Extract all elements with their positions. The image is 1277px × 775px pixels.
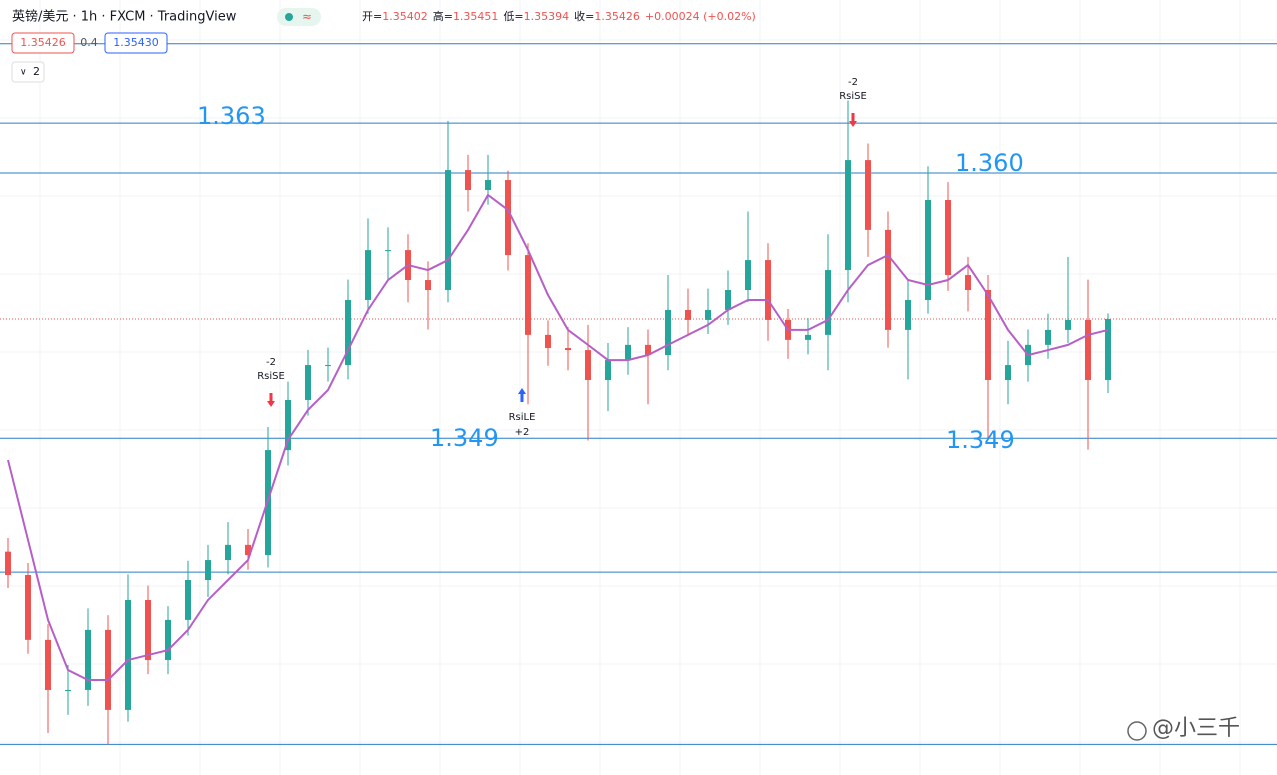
candle-body — [485, 180, 491, 191]
symbol-title: 英镑/美元 · 1h · FXCM · TradingView — [12, 9, 237, 25]
quote-label: 低= — [503, 10, 523, 23]
candle-body — [145, 599, 151, 661]
candle-body — [345, 299, 351, 366]
candle-body — [1085, 319, 1091, 381]
candle-body — [985, 290, 991, 381]
quote: 开= 1.35402 高= 1.35451 低= 1.35394 收= 1.35426 +0.0… — [362, 9, 756, 23]
moving-average — [7, 193, 1109, 681]
candle-body — [65, 689, 71, 691]
ask-tag[interactable] — [104, 32, 168, 54]
signal-qty: -2 — [266, 357, 276, 368]
quote-label: 高= — [433, 9, 453, 23]
signal-qty: -2 — [848, 77, 858, 88]
bid-price: 1.35426 — [20, 36, 66, 49]
chevron: ∨ — [20, 68, 27, 78]
signal-arrow — [518, 388, 526, 402]
candle-body — [185, 580, 191, 620]
candle-body — [445, 170, 451, 291]
quote-value: 1.35394 — [524, 10, 570, 23]
candle-body — [125, 599, 131, 710]
candle-body — [1045, 329, 1051, 345]
candle-body — [845, 160, 851, 271]
candle-body — [305, 365, 311, 400]
candle-body — [5, 551, 11, 576]
candle-body — [505, 180, 511, 256]
candle-body — [245, 544, 251, 556]
candle-body — [945, 199, 951, 276]
layers-count: 2 — [33, 65, 40, 78]
candle-body — [645, 344, 651, 356]
candle-body — [225, 544, 231, 561]
candle-body — [725, 290, 731, 310]
candle-body — [165, 619, 171, 661]
quote-label: 收= — [574, 9, 594, 23]
level-annotation: 1.363 — [197, 102, 266, 130]
candle-body — [325, 365, 331, 367]
candle-body — [805, 334, 811, 340]
quote-value: 1.35426 — [594, 10, 640, 23]
plot: 1.363 1.360 1.349 1.349 -2 RsiSE +2 RsiLE -2 RsiS… — [0, 43, 1277, 745]
candle-body — [1005, 365, 1011, 381]
ask-price: 1.35430 — [113, 36, 159, 49]
candle-body — [565, 348, 571, 351]
candle-body — [1065, 319, 1071, 330]
candle-body — [765, 260, 771, 320]
signal-label: RsiSE — [257, 371, 285, 382]
candle-body — [685, 309, 691, 320]
spread: 0.4 — [80, 36, 98, 49]
candle-body — [585, 350, 591, 381]
candle-body — [965, 275, 971, 291]
bid-tag[interactable] — [11, 32, 75, 54]
candle-body — [385, 250, 391, 252]
candle-body — [865, 160, 871, 230]
quote-value: 1.35402 — [382, 10, 428, 23]
candle-body — [705, 309, 711, 320]
candle-body — [365, 250, 371, 300]
candle-body — [465, 170, 471, 191]
candle-body — [625, 344, 631, 361]
signal-arrow — [267, 393, 275, 407]
layers-button[interactable] — [11, 61, 45, 83]
level-annotation: 1.349 — [946, 426, 1015, 454]
status-icon: ≈ — [302, 10, 312, 24]
candle-body — [1105, 319, 1111, 381]
status-dot — [285, 13, 293, 21]
candle-body — [905, 299, 911, 330]
watermark-icon — [1127, 721, 1147, 741]
candle-body — [425, 280, 431, 291]
candle-body — [745, 260, 751, 291]
signal-label: RsiLE — [509, 412, 536, 423]
status-pill[interactable] — [277, 8, 321, 26]
candle-body — [285, 399, 291, 451]
ui-overlay: 英镑/美元 · 1h · FXCM · TradingView ≈ 开= 1.35… — [11, 8, 1240, 741]
signal-label: RsiSE — [839, 91, 867, 102]
candle-body — [665, 309, 671, 356]
quote-label: 开= — [362, 10, 382, 23]
candle-body — [525, 255, 531, 335]
candle-body — [205, 560, 211, 581]
candle-body — [85, 629, 91, 690]
watermark: @小三千 — [1152, 716, 1240, 741]
signal-arrow — [849, 113, 857, 127]
candle-body — [105, 629, 111, 710]
level-annotation: 1.349 — [430, 424, 499, 452]
candle-body — [925, 199, 931, 300]
quote-value: 1.35451 — [453, 10, 499, 23]
candle-body — [545, 334, 551, 349]
candle-body — [45, 639, 51, 690]
quote-change: +0.00024 (+0.02%) — [645, 10, 756, 23]
candle-body — [25, 575, 31, 640]
candle-body — [825, 270, 831, 335]
level-annotation: 1.360 — [955, 149, 1024, 177]
candle-body — [605, 360, 611, 381]
candle-body — [885, 229, 891, 330]
signal-qty: +2 — [515, 427, 530, 438]
